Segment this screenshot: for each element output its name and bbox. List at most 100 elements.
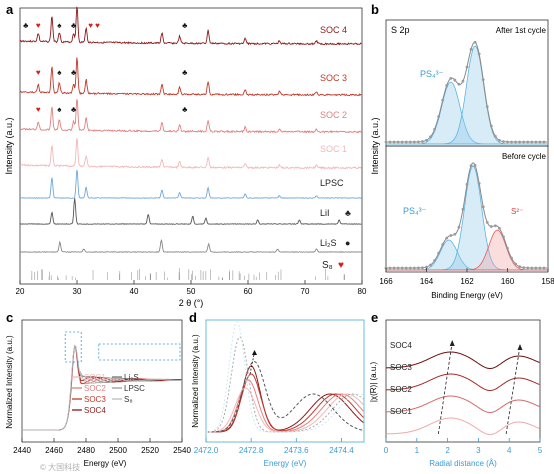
xanes-zoom-curve bbox=[206, 365, 364, 433]
data-point bbox=[457, 225, 461, 229]
panel-a-xrd: 20 30 40 50 60 70 80 SOC 4 SOC 3 SOC 2 SOC 1 LPSC L… bbox=[4, 6, 367, 308]
exafs-curve bbox=[386, 395, 540, 413]
data-point bbox=[473, 163, 477, 167]
data-point bbox=[510, 256, 513, 260]
phase-marker: ♣ bbox=[182, 105, 188, 114]
data-point bbox=[498, 226, 501, 230]
panel-b-s2-label: S²⁻ bbox=[511, 207, 523, 216]
data-point bbox=[437, 115, 441, 118]
data-point bbox=[441, 243, 445, 246]
panel-b-title: S 2p bbox=[391, 25, 410, 35]
series-curve-soc4 bbox=[19, 6, 362, 46]
fit-component bbox=[386, 229, 548, 271]
data-point bbox=[518, 140, 522, 144]
panel-b-after-cycle-plot bbox=[384, 40, 548, 145]
x-tick-label: 20 bbox=[16, 287, 25, 296]
shift-arrow bbox=[249, 351, 255, 375]
series-marker-symbol: ● bbox=[345, 238, 350, 248]
data-point bbox=[461, 79, 465, 83]
exafs-curve bbox=[386, 373, 540, 391]
data-point bbox=[465, 65, 469, 69]
x-tick-label: 2 bbox=[445, 446, 450, 455]
data-point bbox=[473, 40, 477, 44]
series-curve-soc1 bbox=[19, 138, 362, 170]
series-marker-symbol: ♣ bbox=[345, 208, 351, 218]
phase-marker: ♠ bbox=[57, 21, 62, 30]
x-tick-label: 2540 bbox=[173, 446, 191, 455]
data-point bbox=[421, 140, 424, 143]
panel-b-after-label: After 1st cycle bbox=[496, 26, 547, 35]
panel-e-series-labels: SOC4 SOC3 SOC2 SOC1 bbox=[390, 341, 412, 416]
data-point bbox=[433, 127, 436, 131]
panel-e-xlabel: Radial distance (Å) bbox=[429, 459, 497, 468]
data-point bbox=[388, 266, 392, 270]
panel-b-xps: 166 164 162 160 158 S 2p After 1st cycle Bef… bbox=[370, 19, 554, 300]
watermark: © 大国科技 bbox=[40, 462, 80, 472]
panel-c-letter: c bbox=[6, 310, 13, 325]
x-tick-label: 80 bbox=[358, 287, 367, 296]
panel-b-ps4-label-top: PS₄³⁻ bbox=[420, 69, 444, 79]
trend-arrowhead bbox=[517, 344, 523, 350]
data-point bbox=[400, 140, 404, 144]
legend-label: S₈ bbox=[124, 395, 133, 404]
panel-b-before-cycle-plot bbox=[384, 162, 548, 271]
series-label: SOC 3 bbox=[320, 73, 347, 83]
panel-e-exafs: 0 1 2 3 4 5 SOC4 SOC3 SOC2 SOC1 Radial distance … bbox=[369, 319, 543, 468]
panel-a-ylabel: Intensity (a.u.) bbox=[4, 117, 14, 174]
phase-marker: ♣ bbox=[71, 68, 77, 77]
data-point bbox=[493, 224, 497, 228]
x-tick-label: 2474.4 bbox=[329, 446, 354, 455]
phase-marker: ♥ bbox=[36, 68, 41, 77]
data-point bbox=[445, 84, 449, 87]
data-point bbox=[392, 140, 396, 144]
x-tick-label: 2440 bbox=[13, 446, 31, 455]
data-point bbox=[530, 140, 534, 144]
data-point bbox=[384, 140, 388, 144]
xanes-zoom-curve bbox=[206, 379, 364, 433]
panel-a-xlabel: 2 θ (°) bbox=[179, 298, 204, 308]
data-point bbox=[392, 266, 396, 270]
data-point bbox=[417, 266, 420, 270]
phase-marker: ♠ bbox=[57, 68, 62, 77]
data-point bbox=[534, 140, 538, 144]
x-tick-label: 166 bbox=[379, 277, 393, 286]
panel-a-curves bbox=[19, 6, 362, 280]
data-point bbox=[408, 140, 412, 144]
data-point bbox=[453, 232, 457, 236]
x-tick-label: 160 bbox=[501, 277, 515, 286]
x-tick-label: 70 bbox=[301, 287, 310, 296]
data-point bbox=[429, 135, 432, 139]
data-point bbox=[396, 140, 400, 144]
data-point bbox=[493, 134, 497, 138]
data-point bbox=[408, 266, 412, 270]
panel-d-letter: d bbox=[189, 310, 197, 325]
x-tick-label: 2460 bbox=[45, 446, 63, 455]
data-point bbox=[538, 266, 542, 270]
x-tick-label: 164 bbox=[420, 277, 434, 286]
x-tick-label: 158 bbox=[541, 277, 554, 286]
series-label: SOC 1 bbox=[320, 144, 347, 154]
data-point bbox=[404, 140, 408, 144]
data-point bbox=[522, 266, 526, 270]
phase-marker: ♣ bbox=[182, 21, 188, 30]
series-s8-sticks bbox=[31, 268, 345, 280]
panel-c-legend: SOC1 SOC2 SOC3 SOC4 Li₂S LPSC S₈ bbox=[72, 373, 145, 415]
panel-b-letter: b bbox=[371, 2, 379, 17]
panel-c-xanes: 2440 2460 2480 2500 2520 2540 SOC1SOC2SOC3SOC… bbox=[5, 319, 191, 472]
x-tick-label: 50 bbox=[187, 287, 196, 296]
data-point bbox=[433, 259, 436, 262]
data-point bbox=[445, 236, 449, 240]
phase-marker: ♣ bbox=[23, 21, 29, 30]
series-label: LPSC bbox=[320, 178, 344, 188]
data-point bbox=[498, 138, 501, 142]
x-tick-label: 2480 bbox=[77, 446, 95, 455]
data-point bbox=[534, 266, 538, 270]
legend-label: SOC3 bbox=[84, 395, 106, 404]
zoom-box-edge bbox=[64, 331, 82, 363]
data-point bbox=[429, 263, 432, 267]
data-point bbox=[421, 266, 424, 270]
x-tick-label: 5 bbox=[538, 446, 543, 455]
data-point bbox=[449, 76, 453, 80]
data-point bbox=[469, 164, 473, 168]
